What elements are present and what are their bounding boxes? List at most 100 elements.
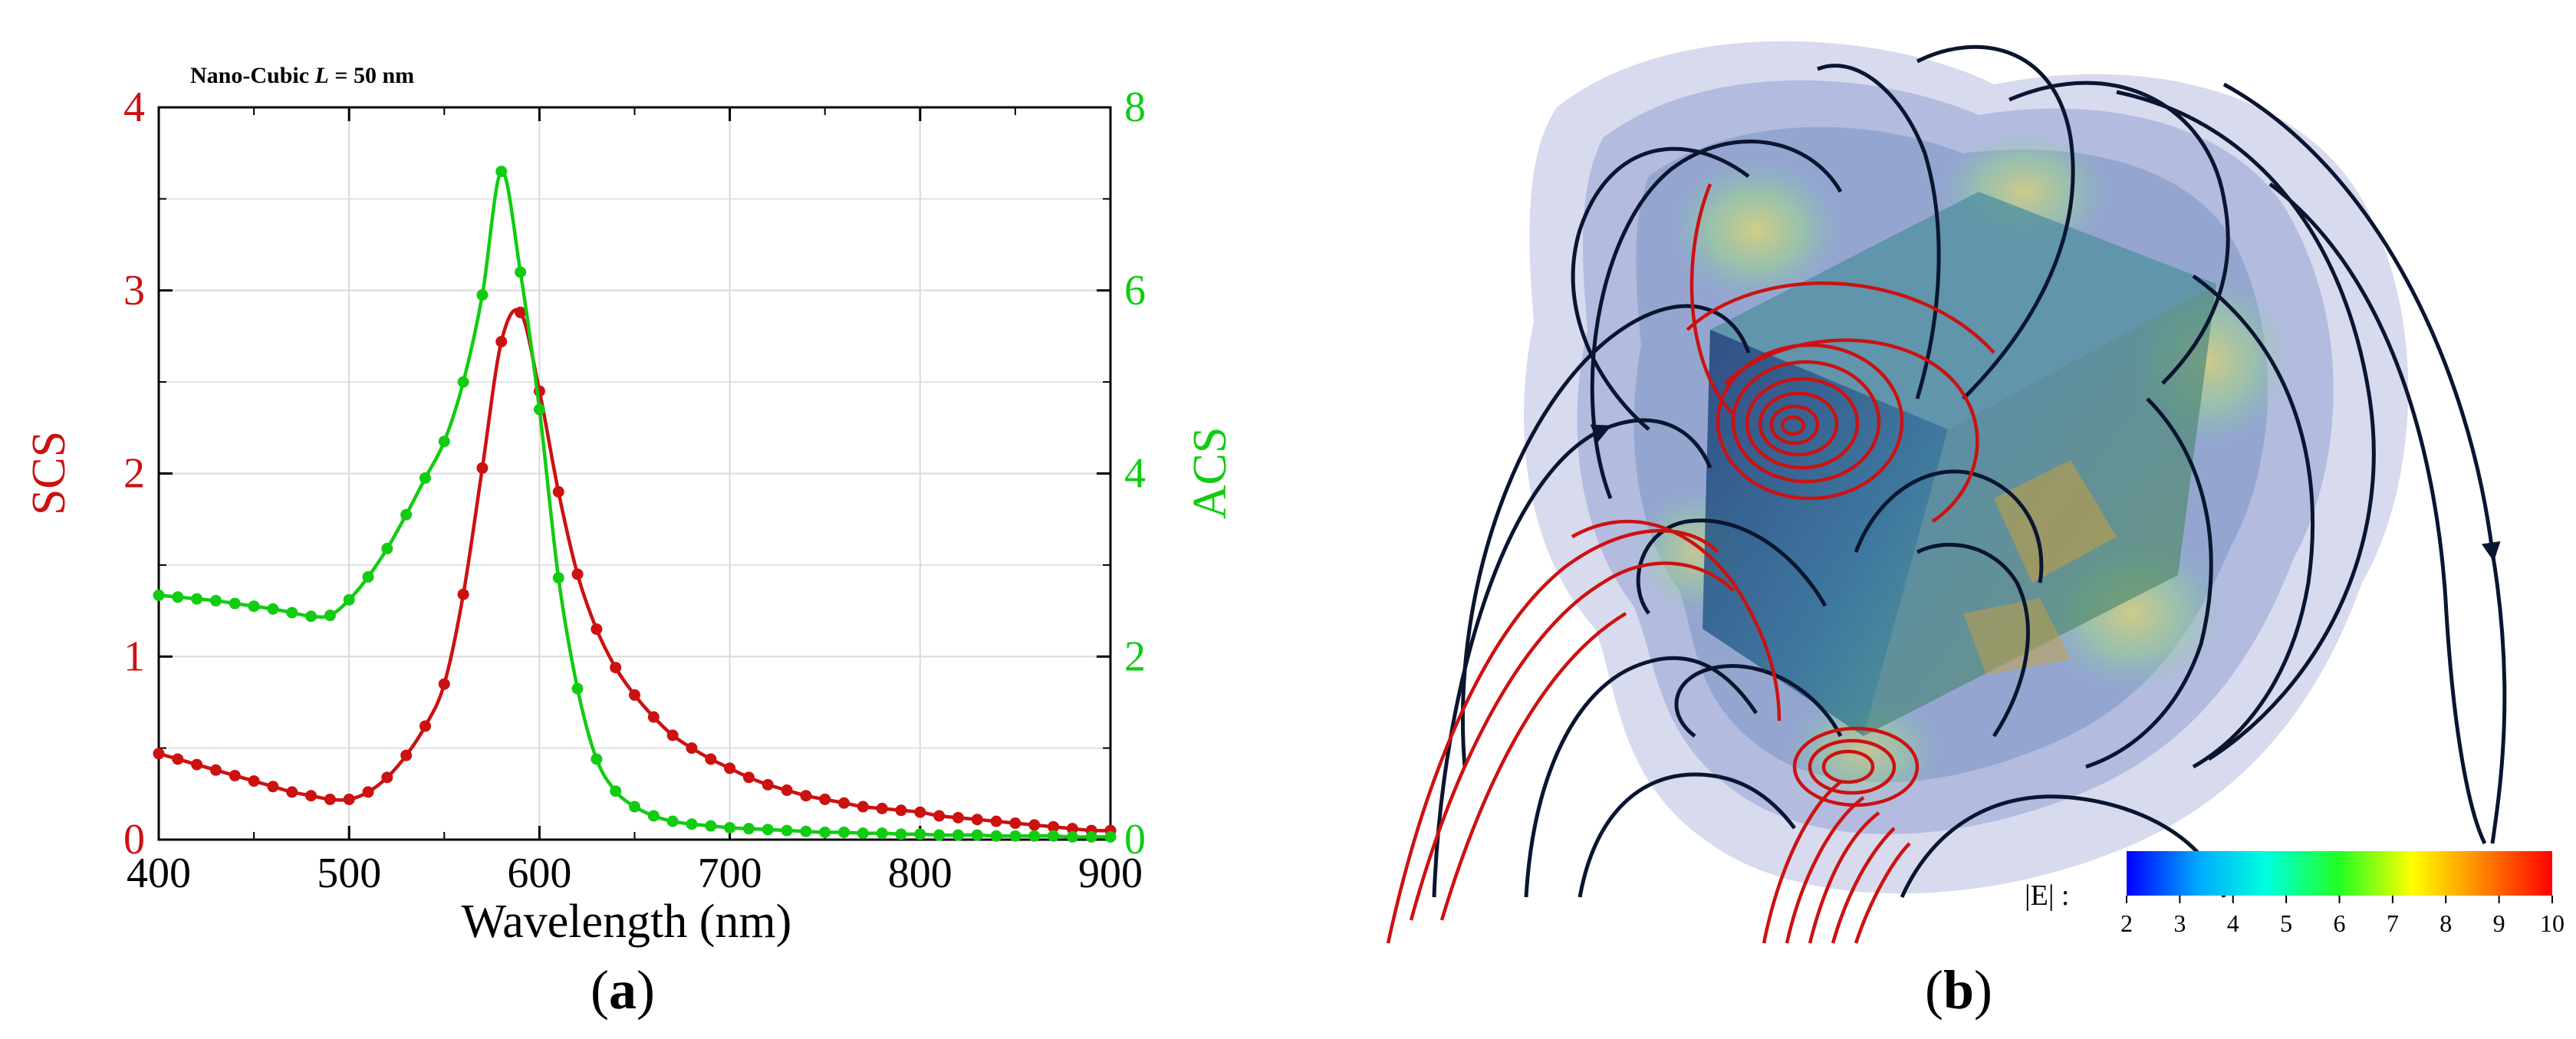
- data-point-acs: [781, 824, 793, 837]
- data-point-acs: [647, 810, 660, 822]
- data-point-acs: [895, 828, 907, 840]
- y-tick-label-left: 3: [123, 267, 145, 314]
- grid: [159, 107, 1110, 840]
- data-point-scs: [515, 306, 527, 318]
- data-point-acs: [153, 589, 165, 601]
- data-point-scs: [876, 802, 888, 814]
- data-point-acs: [400, 508, 413, 521]
- data-point-scs: [591, 623, 603, 635]
- y-tick-label-left: 4: [123, 84, 145, 131]
- data-point-acs: [305, 610, 317, 623]
- colorbar-tick-label: 7: [2387, 909, 2399, 937]
- caption-b-letter: b: [1943, 959, 1975, 1021]
- caption-a-close: ): [636, 959, 655, 1021]
- data-point-scs: [286, 786, 298, 798]
- data-point-acs: [705, 820, 717, 832]
- data-point-scs: [495, 336, 508, 348]
- data-point-scs: [1048, 820, 1060, 833]
- data-point-scs: [895, 804, 907, 817]
- colorbar-tick-label: 9: [2493, 909, 2505, 937]
- plot-frame: [157, 106, 1112, 841]
- data-point-acs: [914, 828, 926, 840]
- data-point-scs: [686, 742, 698, 755]
- data-point-scs: [305, 790, 317, 802]
- x-tick-label: 600: [507, 850, 571, 897]
- x-tick-label: 900: [1078, 850, 1143, 897]
- series-scs: [153, 306, 1117, 837]
- colorbar-tick-label: 10: [2540, 909, 2564, 937]
- data-point-scs: [153, 748, 165, 760]
- caption-b-close: ): [1974, 959, 1993, 1021]
- data-point-scs: [267, 781, 279, 793]
- data-point-scs: [1028, 819, 1041, 831]
- colorbar-tick-label: 6: [2334, 909, 2346, 937]
- colorbar-label: |E| :: [2025, 880, 2069, 912]
- data-point-acs: [629, 801, 640, 813]
- chart-title: Nano-Cubic L = 50 nm: [190, 63, 414, 88]
- data-point-acs: [857, 827, 869, 840]
- data-point-acs: [552, 572, 564, 584]
- data-point-acs: [209, 594, 222, 607]
- data-point-scs: [209, 764, 222, 776]
- x-tick-label: 700: [698, 850, 762, 897]
- data-point-acs: [876, 827, 888, 840]
- data-point-scs: [971, 814, 983, 826]
- colorbar-tick-label: 5: [2280, 909, 2292, 937]
- data-point-acs: [990, 830, 1002, 842]
- data-point-acs: [476, 289, 489, 301]
- x-tick-label: 800: [888, 850, 952, 897]
- data-point-acs: [419, 472, 431, 484]
- data-point-acs: [742, 823, 755, 835]
- data-point-acs: [610, 785, 622, 797]
- data-point-acs: [324, 610, 336, 622]
- data-point-scs: [229, 769, 241, 781]
- data-point-scs: [400, 749, 413, 761]
- data-point-scs: [476, 462, 489, 474]
- data-point-scs: [571, 568, 584, 580]
- data-point-acs: [724, 821, 736, 834]
- data-point-acs: [1085, 830, 1097, 843]
- data-point-scs: [857, 801, 869, 813]
- data-point-acs: [457, 376, 469, 388]
- data-point-scs: [800, 790, 812, 802]
- data-point-acs: [762, 824, 774, 836]
- caption-a: (a): [591, 958, 655, 1022]
- data-point-acs: [952, 829, 964, 841]
- data-point-scs: [933, 810, 946, 822]
- colorbar-gradient: [2127, 851, 2552, 896]
- y-tick-label-left: 2: [123, 450, 145, 498]
- data-point-acs: [495, 166, 508, 178]
- colorbar-ticks: 2 3 4 5 6 7 8 9 10: [2120, 896, 2564, 937]
- data-point-scs: [724, 762, 736, 774]
- data-point-acs: [1048, 830, 1060, 842]
- data-point-scs: [819, 793, 831, 805]
- data-point-scs: [191, 758, 203, 771]
- data-point-scs: [1009, 817, 1022, 830]
- field-render-b: |E| : 2 3 4 5 6 7 8 9 10: [1386, 41, 2564, 944]
- data-point-acs: [381, 542, 393, 554]
- data-point-scs: [666, 729, 679, 741]
- y-tick-label-right: 0: [1124, 816, 1146, 863]
- data-point-scs: [381, 771, 393, 784]
- y-tick-label-right: 4: [1124, 450, 1146, 498]
- data-point-scs: [647, 711, 660, 723]
- colorbar-tick-label: 2: [2120, 909, 2133, 937]
- series-acs: [153, 166, 1117, 843]
- y-tick-label-right: 2: [1124, 633, 1146, 680]
- data-point-acs: [686, 818, 698, 830]
- data-point-acs: [666, 815, 679, 827]
- data-point-acs: [1009, 830, 1022, 842]
- y-tick-label-right: 8: [1124, 84, 1146, 131]
- data-point-scs: [419, 720, 431, 732]
- data-point-scs: [552, 485, 564, 498]
- data-point-scs: [705, 753, 717, 765]
- data-point-acs: [1104, 830, 1117, 843]
- data-point-scs: [914, 806, 926, 818]
- data-point-acs: [933, 829, 946, 841]
- colorbar-tick-label: 8: [2439, 909, 2452, 937]
- data-point-acs: [971, 829, 983, 841]
- data-point-scs: [952, 811, 964, 824]
- y-axis-label-left: SCS: [23, 431, 75, 515]
- data-point-scs: [172, 753, 184, 765]
- caption-a-letter: a: [608, 959, 637, 1021]
